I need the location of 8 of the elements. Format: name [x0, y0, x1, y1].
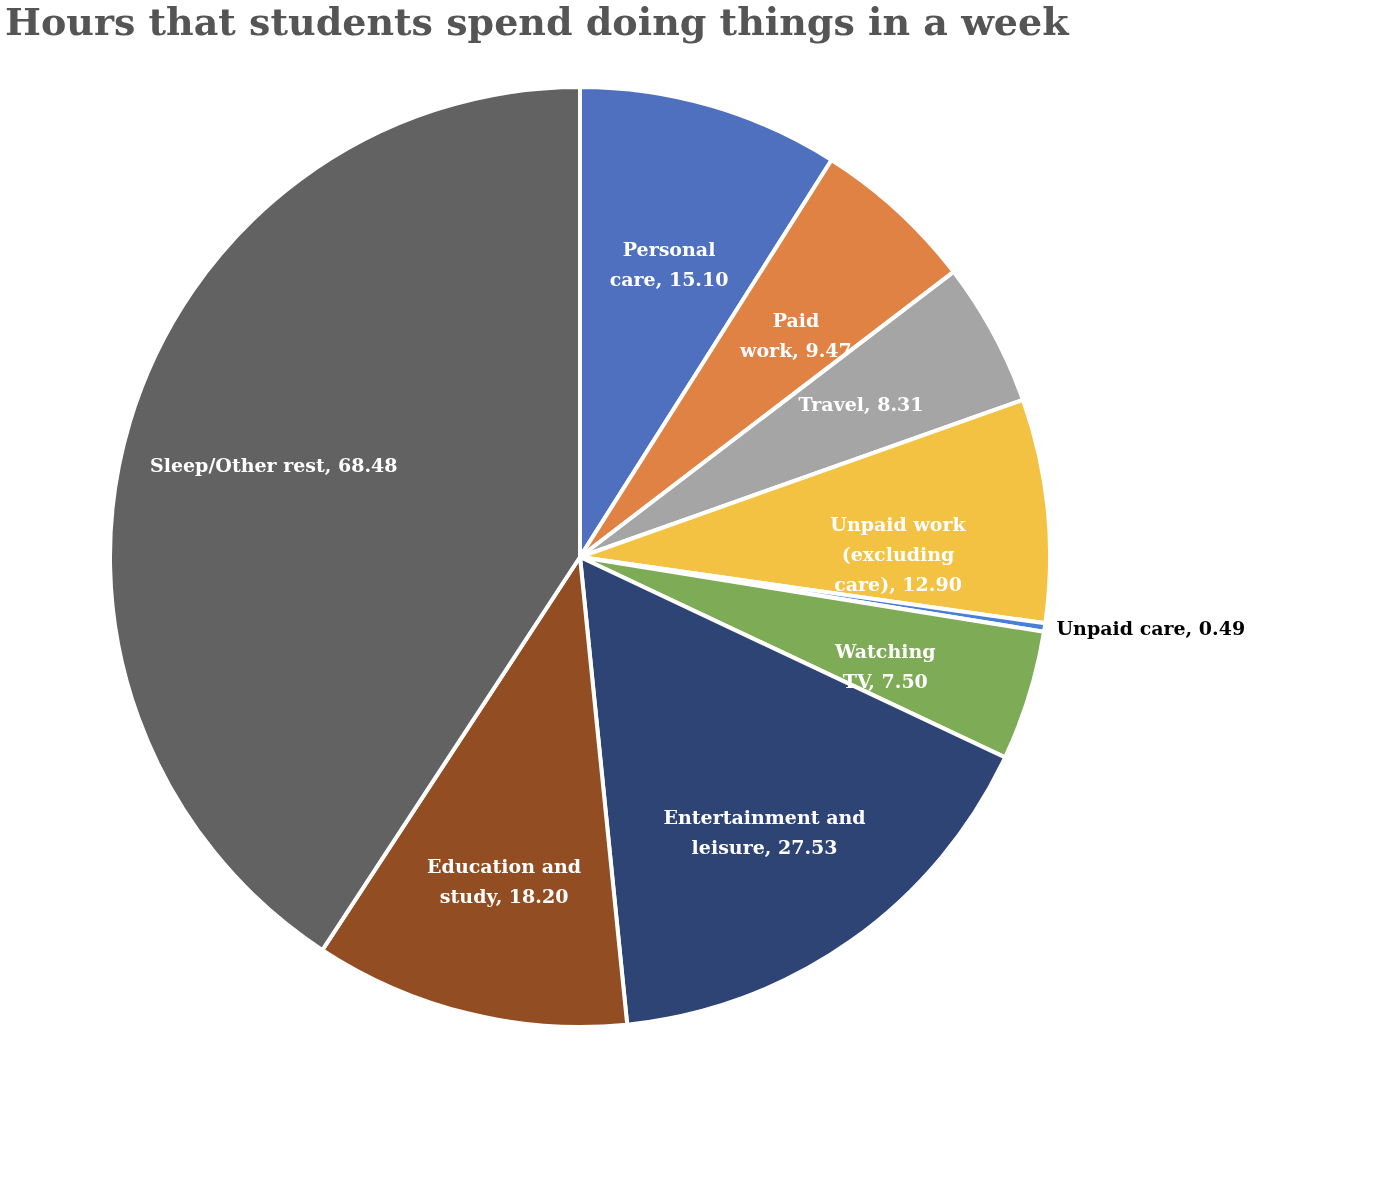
slice-label: Personal care, 15.10 — [609, 238, 729, 291]
slice-label: Travel, 8.31 — [798, 392, 924, 415]
slice-label: Unpaid work (excluding care), 12.90 — [830, 513, 967, 596]
slice-label: Entertainment and leisure, 27.53 — [663, 805, 866, 858]
slice-label: Sleep/Other rest, 68.48 — [150, 453, 398, 476]
slice-label: Education and study, 18.20 — [427, 855, 582, 908]
slice-label: Unpaid care, 0.49 — [1056, 617, 1246, 640]
chart-title: Hours that students spend doing things in a week — [5, 0, 1070, 44]
